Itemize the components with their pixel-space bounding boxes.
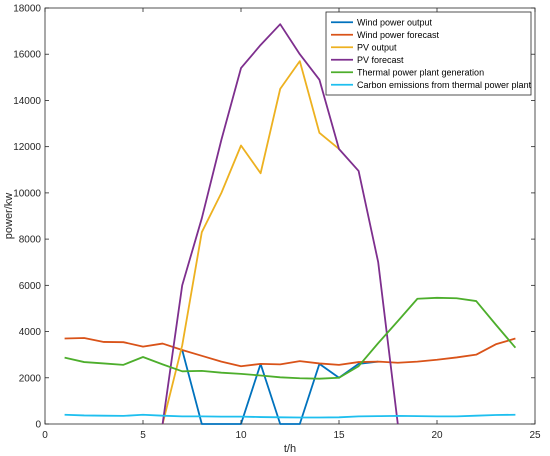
legend-entry-1: Wind power output — [357, 17, 433, 27]
y-tick-label: 12000 — [13, 142, 41, 153]
y-tick-label: 2000 — [19, 373, 42, 384]
x-tick-label: 5 — [140, 430, 146, 441]
legend-entry-6: Carbon emissions from thermal power plan… — [357, 80, 532, 90]
x-axis-label: t/h — [284, 443, 296, 455]
y-axis-label: power/kw — [3, 193, 15, 240]
y-tick-label: 8000 — [19, 235, 42, 246]
series-line-6 — [64, 413, 516, 419]
y-tick-label: 4000 — [19, 327, 42, 338]
legend: Wind power output Wind power forecast PV o… — [325, 11, 532, 96]
legend-entry-3: PV output — [357, 42, 397, 52]
y-tick-label: 18000 — [13, 4, 41, 15]
x-tick-label: 20 — [431, 430, 443, 441]
series-line-5 — [64, 296, 517, 380]
y-tick-label: 16000 — [13, 50, 41, 61]
series-layer — [64, 23, 517, 425]
x-tick-label: 15 — [333, 430, 345, 441]
y-tick-label: 6000 — [19, 281, 42, 292]
y-axis-ticks: 0 2000 4000 6000 8000 10000 12000 14000 16000 180… — [13, 4, 535, 431]
legend-entry-4: PV forecast — [357, 55, 404, 65]
legend-entry-2: Wind power forecast — [357, 30, 440, 40]
x-axis-ticks: 0 5 10 15 20 25 — [42, 8, 541, 441]
series-line-4 — [161, 23, 399, 425]
series-line-3 — [161, 60, 340, 425]
y-tick-label: 10000 — [13, 188, 41, 199]
series-line-2 — [64, 337, 516, 368]
y-tick-label: 0 — [35, 420, 41, 431]
x-tick-label: 10 — [235, 430, 247, 441]
x-tick-label: 0 — [42, 430, 48, 441]
legend-entry-5: Thermal power plant generation — [357, 67, 484, 77]
y-tick-label: 14000 — [13, 96, 41, 107]
x-tick-label: 25 — [529, 430, 541, 441]
legend-box — [325, 11, 532, 96]
